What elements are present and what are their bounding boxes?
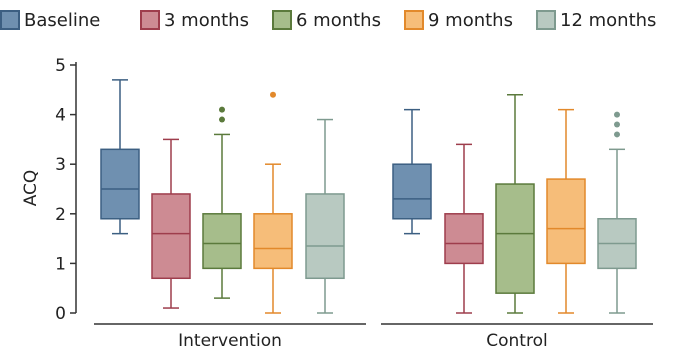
- legend-label-9-months: 9 months: [428, 9, 513, 31]
- intervention-6-months-outlier-1: [219, 106, 225, 113]
- intervention-baseline-box: [100, 148, 140, 220]
- y-axis-label: ACQ: [21, 170, 41, 207]
- legend-item-9-months: 9 months: [404, 6, 513, 34]
- intervention-6-months-box: [202, 213, 242, 270]
- legend-item-baseline: Baseline: [0, 6, 100, 34]
- control-baseline-box: [392, 163, 432, 220]
- legend-swatch-9-months: [404, 10, 424, 30]
- group-label-intervention: Intervention: [178, 331, 282, 351]
- control-3-months-box: [444, 213, 484, 265]
- legend-swatch-3-months: [140, 10, 160, 30]
- control-6-months-box: [495, 183, 535, 294]
- group-label-control: Control: [486, 331, 547, 351]
- legend-item-6-months: 6 months: [272, 6, 381, 34]
- legend-swatch-baseline: [0, 10, 20, 30]
- legend-item-3-months: 3 months: [140, 6, 249, 34]
- control-12-months-outlier-0: [614, 131, 620, 138]
- legend-item-12-months: 12 months: [536, 6, 656, 34]
- y-tick-label-0: 0: [55, 304, 66, 324]
- control-12-months-outlier-1: [614, 121, 620, 128]
- intervention-9-months-outlier-0: [270, 91, 276, 98]
- plot-area: 0 1 2 3 4 5 Intervention Control: [55, 56, 653, 351]
- legend-label-6-months: 6 months: [296, 9, 381, 31]
- legend-label-12-months: 12 months: [560, 9, 657, 31]
- legend-swatch-6-months: [272, 10, 292, 30]
- legend-label-3-months: 3 months: [164, 9, 249, 31]
- intervention-9-months-box: [253, 213, 293, 270]
- y-tick-label-3: 3: [55, 155, 66, 175]
- control-9-months-box: [546, 178, 586, 265]
- chart-legend: Baseline 3 months 6 months 9 months 12 m…: [0, 6, 674, 36]
- intervention-6-months-outlier-0: [219, 116, 225, 123]
- y-tick-label-2: 2: [55, 205, 66, 225]
- y-tick-label-4: 4: [55, 106, 66, 126]
- control-12-months-outlier-2: [614, 111, 620, 118]
- y-tick-label-1: 1: [55, 254, 66, 274]
- legend-swatch-12-months: [536, 10, 556, 30]
- legend-label-baseline: Baseline: [24, 9, 101, 31]
- intervention-3-months-box: [151, 193, 191, 280]
- y-tick-label-5: 5: [55, 56, 66, 76]
- intervention-12-months-box: [305, 193, 345, 280]
